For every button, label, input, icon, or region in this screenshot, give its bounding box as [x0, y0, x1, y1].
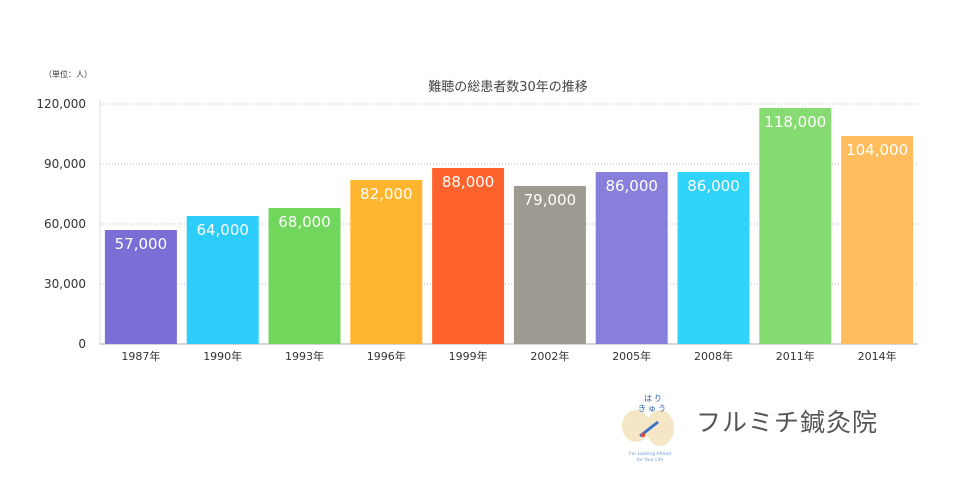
x-tick-label: 2005年	[612, 349, 651, 363]
bar-value-label: 104,000	[846, 141, 908, 159]
chart-title: 難聴の総患者数30年の推移	[428, 80, 588, 95]
y-tick-label: 120,000	[36, 97, 86, 111]
bar-value-label: 68,000	[278, 213, 331, 231]
bar-value-label: 118,000	[764, 113, 826, 131]
logo-kana-4: ゅ	[648, 404, 656, 413]
y-tick-label: 90,000	[44, 157, 86, 171]
x-tick-label: 1999年	[449, 349, 488, 363]
bar-value-label: 57,000	[115, 235, 168, 253]
unit-label: （単位：人）	[44, 69, 92, 79]
clinic-logo: は り き ゅ う For Looking Ahead for Your Lif…	[614, 388, 914, 468]
bar-value-label: 86,000	[687, 177, 740, 195]
bar-value-label: 86,000	[605, 177, 658, 195]
bar	[432, 168, 505, 344]
bar	[595, 172, 668, 344]
clinic-emblem-icon: は り き ゅ う For Looking Ahead for Your Lif…	[622, 394, 674, 463]
y-tick-label: 30,000	[44, 277, 86, 291]
bar-value-label: 82,000	[360, 185, 413, 203]
bar	[513, 186, 586, 344]
bar	[677, 172, 750, 344]
x-tick-label: 2011年	[776, 349, 815, 363]
logo-tagline-2: for Your Life	[637, 457, 664, 463]
bar	[268, 208, 341, 344]
y-tick-label: 60,000	[44, 217, 86, 231]
x-tick-label: 2002年	[530, 349, 569, 363]
bar	[350, 180, 423, 344]
bar	[186, 216, 259, 344]
logo-kana-2: り	[654, 394, 662, 403]
y-axis: 0 30,000 60,000 90,000 120,000	[36, 97, 86, 351]
logo-kana-1: は	[644, 394, 652, 403]
bar-value-label: 79,000	[524, 191, 577, 209]
logo-kana-5: う	[658, 404, 666, 413]
bar	[759, 108, 832, 344]
x-tick-label: 1987年	[121, 349, 160, 363]
logo-kana-3: き	[638, 404, 646, 413]
x-tick-label: 1996年	[367, 349, 406, 363]
y-tick-label: 0	[78, 337, 86, 351]
x-axis: 1987年 1990年 1993年 1996年 1999年 2002年 2005年 2008年…	[121, 349, 896, 363]
clinic-name: フルミチ鍼灸院	[696, 408, 879, 437]
bars: 57,000 64,000 68,000 82,000 88,000 79,000 86,0…	[104, 108, 914, 344]
bar-value-label: 88,000	[442, 173, 495, 191]
bar	[104, 230, 177, 344]
x-tick-label: 1993年	[285, 349, 324, 363]
logo-tagline-1: For Looking Ahead	[629, 451, 671, 457]
bar	[841, 136, 914, 344]
x-tick-label: 1990年	[203, 349, 242, 363]
x-tick-label: 2008年	[694, 349, 733, 363]
x-tick-label: 2014年	[858, 349, 897, 363]
bar-value-label: 64,000	[196, 221, 249, 239]
